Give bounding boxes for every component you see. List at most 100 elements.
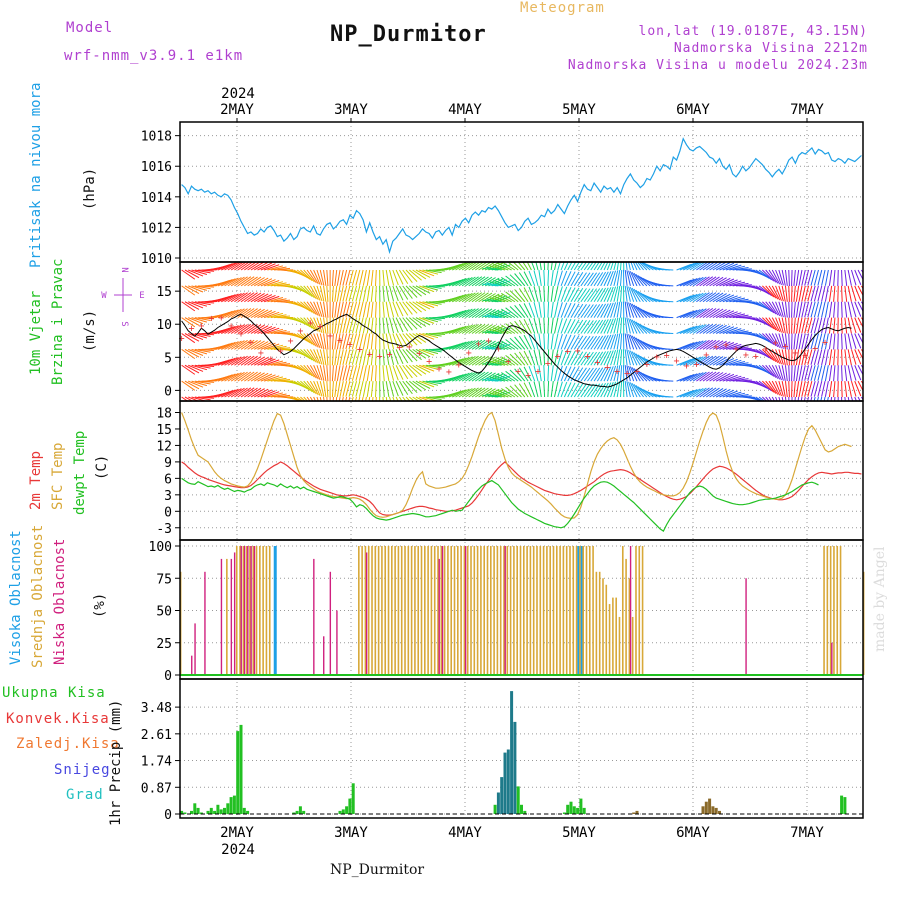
wind-barb xyxy=(419,269,435,277)
wind-barb xyxy=(567,350,576,366)
wind-barb xyxy=(543,262,546,271)
wind-barb xyxy=(725,359,742,366)
wind-barb xyxy=(509,337,522,350)
wind-barb xyxy=(184,317,200,326)
wind-barb xyxy=(755,396,764,401)
wind-barb xyxy=(198,333,215,336)
wind-gust-marker: + xyxy=(713,342,719,353)
wind-barb xyxy=(550,381,554,398)
wind-barb xyxy=(422,333,439,339)
wind-barb xyxy=(709,276,724,287)
wind-barb xyxy=(455,309,470,319)
wind-barb xyxy=(408,301,422,313)
wind-barb xyxy=(217,279,233,287)
wind-barb xyxy=(573,272,584,287)
wind-barb xyxy=(240,292,255,303)
wind-barb xyxy=(679,278,695,287)
wind-barb xyxy=(370,333,374,350)
wind-barb xyxy=(563,382,572,398)
wind-barb xyxy=(244,308,258,319)
wind-barb xyxy=(854,349,862,365)
wind-barb xyxy=(331,301,334,318)
wind-barb xyxy=(709,262,724,271)
wind-barb xyxy=(788,317,790,334)
wind-barb xyxy=(533,349,539,366)
wind-barb xyxy=(389,396,392,401)
wind-barb xyxy=(793,349,796,366)
wind-barb xyxy=(478,356,493,366)
wind-gust-marker: + xyxy=(466,348,472,359)
wind-barb xyxy=(719,389,735,398)
wind-barb xyxy=(263,264,280,271)
wind-barb xyxy=(573,262,580,271)
wind-barb xyxy=(613,349,619,366)
wind-barb xyxy=(181,301,196,312)
wind-barb xyxy=(455,356,470,366)
wind-barb xyxy=(184,364,200,374)
wind-barb xyxy=(729,345,746,350)
wind-barb xyxy=(850,365,857,381)
wind-barb xyxy=(689,262,704,271)
wind-barb xyxy=(758,285,773,297)
wind-barb xyxy=(676,279,692,287)
wind-barb xyxy=(429,269,446,272)
wind-barb xyxy=(628,349,635,366)
wind-barb xyxy=(300,364,313,377)
wind-barb xyxy=(709,308,724,319)
wind-barb xyxy=(547,262,549,271)
compass-north: N xyxy=(119,267,129,272)
wind-gust-marker: + xyxy=(377,351,383,362)
wind-barb xyxy=(705,355,720,366)
wind-barb xyxy=(613,317,619,334)
panel-frame-precipitation xyxy=(179,678,864,819)
wind-barb xyxy=(398,396,403,401)
wind-barb xyxy=(224,372,239,382)
wind-barb xyxy=(496,278,512,287)
wind-barb xyxy=(593,383,604,398)
y-tick-label: 3 xyxy=(164,489,172,504)
wind-barb xyxy=(465,339,479,350)
wind-barb xyxy=(370,349,374,366)
wind-barb xyxy=(194,269,211,274)
wind-barb xyxy=(389,269,395,286)
wind-barb xyxy=(234,387,248,398)
wind-gust-marker: + xyxy=(218,313,224,324)
wind-barb xyxy=(567,319,576,334)
wind-barb xyxy=(313,333,321,349)
wind-barb xyxy=(471,371,486,382)
wind-gust-marker: + xyxy=(565,347,571,358)
wind-barb xyxy=(841,285,843,302)
y-tick-label: 18 xyxy=(156,406,172,421)
wind-barb xyxy=(458,340,473,350)
wind-barb xyxy=(217,342,233,350)
wind-barb xyxy=(583,351,594,366)
wind-gust-marker: + xyxy=(525,371,531,382)
wind-barb xyxy=(639,324,654,334)
wind-barb xyxy=(313,380,321,396)
wind-barb xyxy=(725,375,742,382)
wind-barb xyxy=(224,277,239,287)
wind-barb xyxy=(448,342,464,350)
wind-barb xyxy=(336,349,341,366)
wind-barb xyxy=(425,285,442,289)
wind-barb xyxy=(260,358,276,366)
wind-barb xyxy=(342,285,348,302)
wind-barb xyxy=(505,339,519,350)
wind-barb xyxy=(639,371,654,382)
wind-barb xyxy=(198,396,215,399)
wind-barb xyxy=(316,349,323,365)
wind-barb xyxy=(583,272,594,287)
wind-barb xyxy=(778,269,784,286)
wind-barb xyxy=(505,291,519,303)
wind-barb xyxy=(455,388,470,398)
wind-barb xyxy=(451,325,467,334)
wind-barb xyxy=(313,317,321,333)
wind-barb xyxy=(253,325,269,334)
wind-barb xyxy=(768,301,779,316)
lonlat-label: lon,lat (19.0187E, 43.15N) xyxy=(638,24,868,39)
wind-barb xyxy=(841,317,843,334)
wind-barb xyxy=(686,277,701,287)
wind-barb xyxy=(355,285,361,302)
wind-barb xyxy=(221,325,236,334)
wind-barb xyxy=(722,311,738,319)
